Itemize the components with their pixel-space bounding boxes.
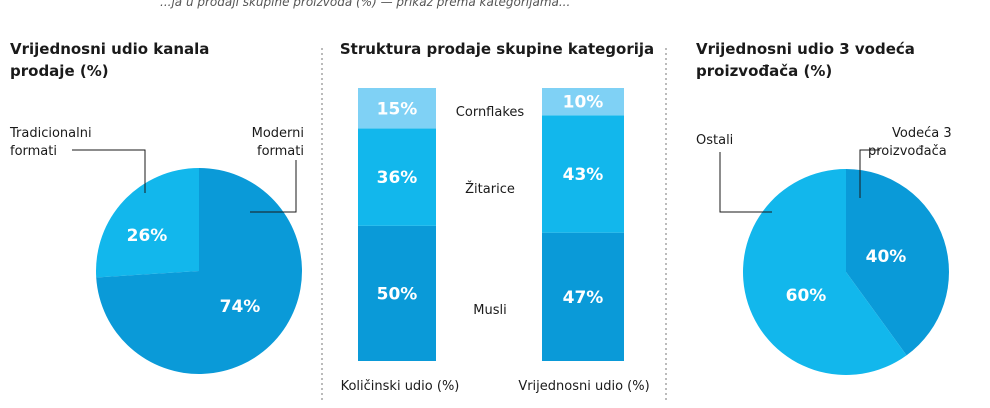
pie2-legend-top3-line-1: Vodeća 3 (892, 126, 952, 141)
bar-chart-title: Struktura prodaje skupine kategorija (340, 40, 654, 58)
pie2-leader-top3 (859, 149, 880, 198)
bar-0-label-žitarice: 36% (377, 168, 418, 188)
series-label-cornflakes: Cornflakes (456, 105, 525, 120)
bar-0-segment-žitarice (358, 128, 436, 226)
series-label-musli: Musli (473, 303, 506, 318)
pie1-title-line-2: prodaje (%) (10, 62, 109, 80)
pie2-legend-others: Ostali (696, 133, 733, 148)
pie1-title-line-1: Vrijednosni udio kanala (10, 40, 209, 58)
pie1-leader-modern (250, 160, 297, 213)
pie2-title-line-1: Vrijednosni udio 3 vodeća (696, 40, 915, 58)
pie-chart-top-manufacturers: Vrijednosni udio 3 vodeća proizvođača (%… (696, 40, 952, 376)
pie1-legend-modern-line-1: Moderni (252, 126, 304, 141)
pie-chart-sales-channels: Vrijednosni udio kanala prodaje (%) Trad… (9, 40, 304, 375)
bar-0-label-musli: 50% (377, 284, 418, 304)
pie2-label-40: 40% (866, 247, 907, 267)
bar-category-label-value: Vrijednosni udio (%) (518, 379, 649, 394)
pie1-leader-traditional (72, 149, 146, 193)
bar-1-label-cornflakes: 10% (563, 93, 604, 113)
bar-1-label-žitarice: 43% (563, 165, 604, 185)
pie2-slice-0 (846, 169, 949, 356)
bar-1-segment-musli (542, 232, 624, 361)
pie2-leader-others (719, 152, 772, 213)
bar-0-segment-musli (358, 225, 436, 361)
pie2-legend-top3-line-2: proizvođača (868, 144, 947, 159)
bar-1-segment-žitarice (542, 115, 624, 233)
series-label-zitarice: Žitarice (465, 181, 515, 197)
pie1-slice-0 (95, 168, 199, 278)
bar-0-label-cornflakes: 15% (377, 99, 418, 119)
pie1-legend-modern-line-2: formati (257, 144, 304, 159)
cropped-header-text: ...ja u prodaji skupine proizvoda (%) — … (160, 0, 570, 9)
bar-1-label-musli: 47% (563, 288, 604, 308)
bar-category-label-quantity: Količinski udio (%) (341, 379, 460, 394)
pie1-legend-traditional-line-1: Tradicionalni (9, 126, 92, 141)
pie1-slice-1 (96, 168, 302, 375)
bar-0-segment-cornflakes (358, 88, 436, 129)
pie1-legend-traditional-line-2: formati (10, 144, 57, 159)
stacked-bar-chart-category-structure: Struktura prodaje skupine kategorija 50%… (340, 40, 654, 394)
pie2-label-60: 60% (786, 286, 827, 306)
pie1-label-26: 26% (127, 226, 168, 246)
pie2-slice-1 (742, 169, 907, 376)
bar-1-segment-cornflakes (542, 88, 624, 116)
pie1-label-74: 74% (220, 297, 261, 317)
pie2-title-line-2: proizvođača (%) (696, 62, 832, 80)
